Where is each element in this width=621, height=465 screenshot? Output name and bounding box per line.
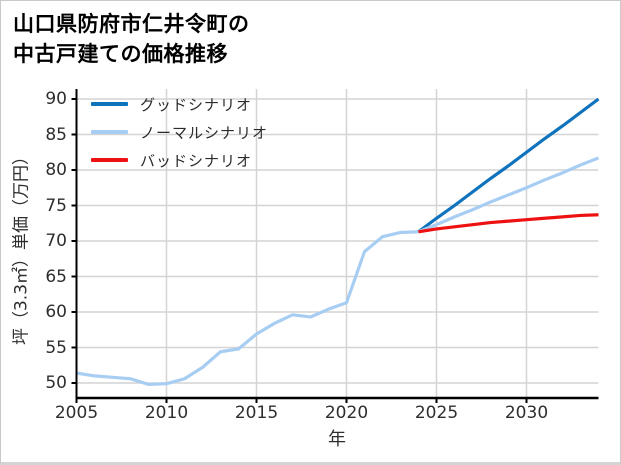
- x-tick-label: 2010: [144, 403, 189, 423]
- y-tick-label: 55: [45, 337, 67, 358]
- x-tick-label: 2025: [414, 403, 459, 423]
- legend-swatch-normal: [91, 130, 128, 134]
- series-line-bad: [418, 213, 599, 234]
- page-title-line2: 中古戸建ての価格推移: [13, 42, 228, 66]
- legend-label-bad: バッドシナリオ: [140, 151, 253, 170]
- legend-swatch-good: [91, 102, 128, 106]
- y-tick-label: 65: [45, 266, 67, 287]
- x-tick-label: 2030: [504, 403, 549, 423]
- y-tick-label: 90: [45, 89, 67, 109]
- series-line-good: [417, 97, 600, 234]
- y-tick-label: 70: [45, 231, 67, 251]
- y-tick-label: 85: [45, 124, 67, 145]
- x-tick-label: 2005: [54, 403, 99, 423]
- y-tick-label: 60: [45, 302, 67, 322]
- legend-swatch-bad: [91, 158, 128, 162]
- x-axis-label: 年: [328, 429, 346, 450]
- y-axis-label: 坪（3.3㎡）単価（万円）: [11, 147, 32, 346]
- legend-item-good: グッドシナリオ: [91, 90, 268, 118]
- series-line-normal: [417, 156, 600, 234]
- legend-item-bad: バッドシナリオ: [91, 146, 268, 174]
- x-tick-label: 2020: [324, 403, 369, 423]
- series-line-history: [76, 230, 419, 387]
- legend-label-good: グッドシナリオ: [140, 95, 253, 114]
- y-tick-label: 75: [45, 195, 67, 216]
- legend-item-normal: ノーマルシナリオ: [91, 118, 268, 146]
- chart-legend: グッドシナリオ ノーマルシナリオ バッドシナリオ: [91, 90, 268, 174]
- page-title: 山口県防府市仁井令町の 中古戸建ての価格推移: [13, 9, 250, 69]
- page-title-line1: 山口県防府市仁井令町の: [13, 12, 250, 36]
- legend-label-normal: ノーマルシナリオ: [140, 123, 269, 142]
- y-tick-label: 50: [45, 373, 67, 393]
- x-tick-label: 2015: [234, 403, 279, 423]
- y-tick-label: 80: [45, 160, 67, 180]
